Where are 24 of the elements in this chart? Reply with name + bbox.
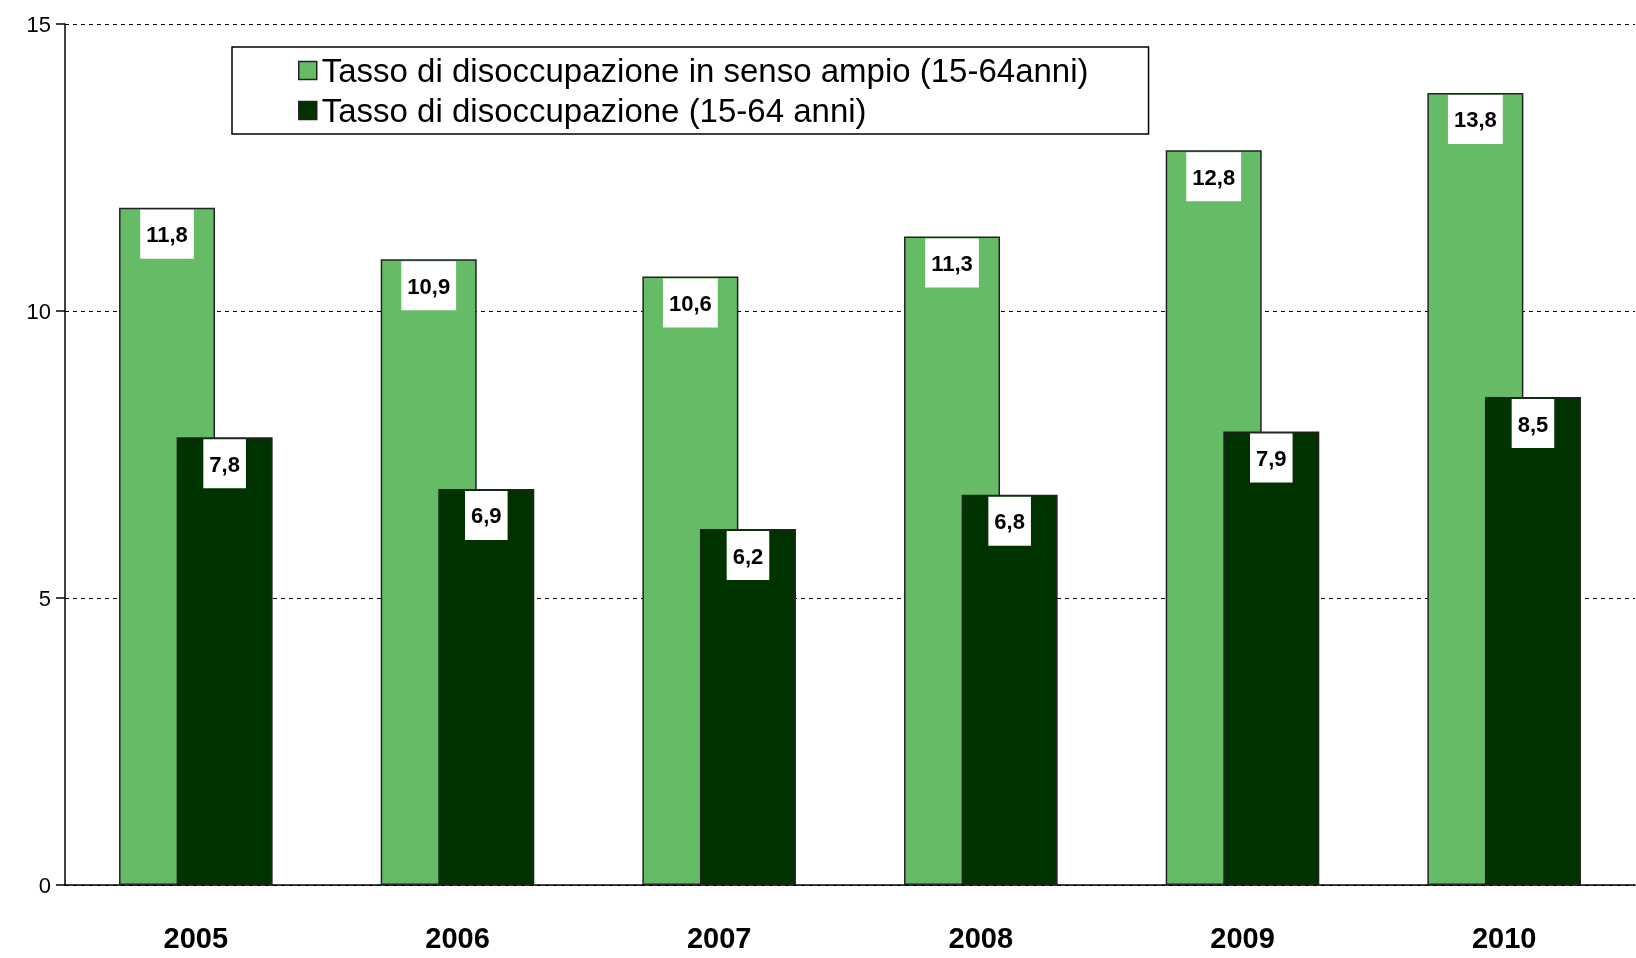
data-label: 12,8	[1192, 164, 1236, 190]
data-label: 11,8	[146, 222, 188, 248]
legend-label: Tasso di disoccupazione in senso ampio (15-64anni)	[321, 52, 1089, 89]
data-label: 10,6	[668, 291, 712, 317]
y-tick-label: 0	[38, 872, 51, 898]
y-tick-label: 5	[38, 585, 51, 611]
x-tick-label: 2008	[948, 921, 1014, 954]
x-tick-label: 2005	[163, 921, 229, 954]
data-label: 7,9	[1256, 446, 1287, 472]
data-label: 10,9	[407, 273, 451, 299]
x-tick-label: 2006	[425, 921, 490, 954]
data-label: 13,8	[1453, 107, 1497, 133]
x-tick-label: 2007	[686, 921, 752, 954]
x-tick-label: 2010	[1471, 921, 1537, 954]
data-label: 6,8	[994, 509, 1025, 535]
y-tick-label: 10	[26, 298, 51, 324]
data-label: 7,8	[209, 451, 240, 477]
data-label: 8,5	[1517, 411, 1549, 437]
data-label: 11,3	[931, 250, 973, 276]
x-tick-label: 2009	[1210, 921, 1275, 954]
y-tick-label: 15	[26, 11, 51, 37]
data-label: 6,2	[732, 543, 764, 569]
legend-label: Tasso di disoccupazione (15-64 anni)	[321, 92, 867, 129]
data-label: 6,9	[471, 503, 502, 529]
